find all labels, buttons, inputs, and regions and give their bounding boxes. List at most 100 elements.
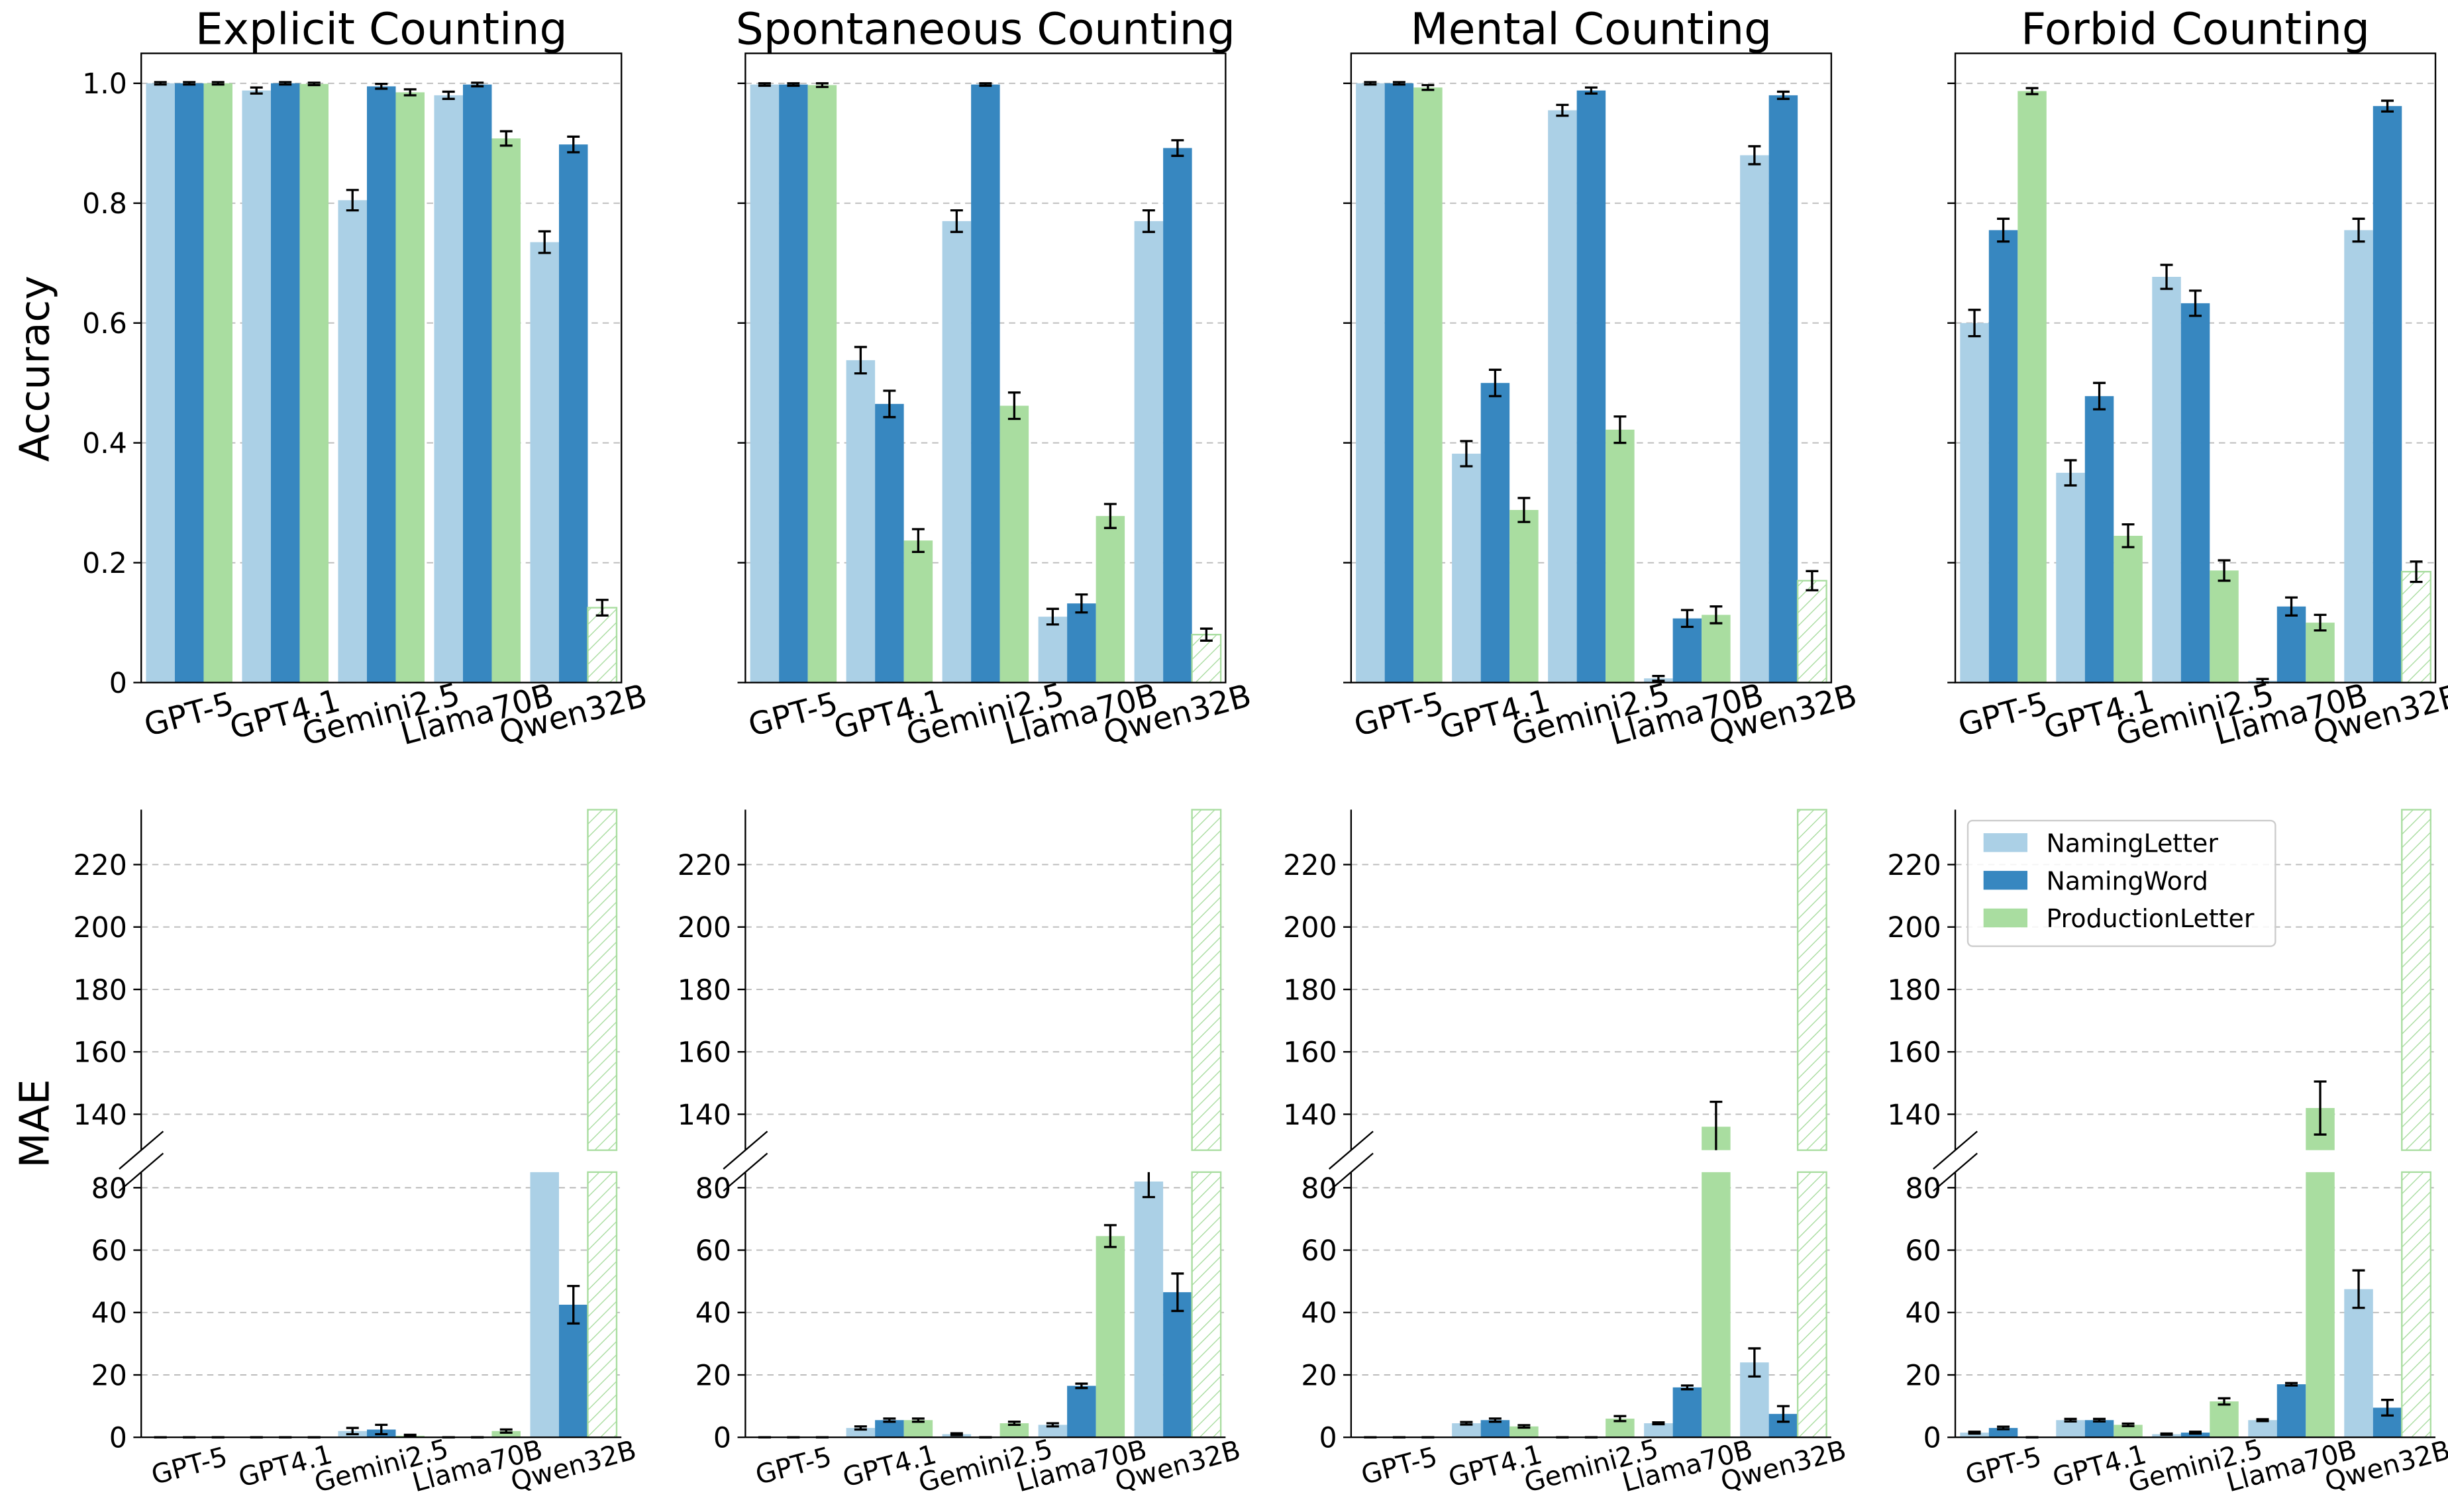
error-bar — [1007, 1421, 1021, 1427]
error-bar — [2189, 289, 2202, 317]
bar — [530, 1172, 559, 1438]
bar — [2056, 1420, 2085, 1438]
y-tick-label: 0 — [109, 667, 127, 700]
panel-title: Forbid Counting — [2021, 3, 2370, 54]
error-bar — [1488, 368, 1502, 397]
error-bar — [1680, 1384, 1694, 1391]
error-bar — [1584, 86, 1598, 95]
error-bar — [567, 135, 580, 154]
error-bar — [1997, 217, 2010, 243]
error-bar — [1748, 145, 1761, 166]
y-tick-label: 220 — [1887, 849, 1941, 882]
bar — [558, 144, 588, 683]
legend-label: NamingWord — [2046, 866, 2208, 895]
bar — [2114, 535, 2143, 683]
bar — [1452, 1423, 1481, 1438]
bar — [1134, 1181, 1164, 1438]
axis-break — [723, 1152, 768, 1192]
bar — [1644, 1423, 1673, 1438]
y-tick-label: 40 — [1905, 1297, 1941, 1330]
axis-break — [1328, 1152, 1374, 1192]
error-bar — [471, 81, 484, 87]
error-bar — [2025, 87, 2039, 95]
error-bar — [346, 189, 359, 212]
axes-frame — [1350, 52, 1833, 683]
error-bar — [1776, 90, 1790, 100]
error-bar — [1364, 81, 1377, 86]
bar — [1548, 110, 1577, 683]
y-tick-label: 160 — [1283, 1036, 1337, 1070]
bar — [1576, 90, 1606, 683]
bar — [491, 1431, 521, 1438]
y-tick-label: 0.4 — [82, 427, 127, 460]
error-bar — [1103, 1224, 1117, 1248]
bar — [338, 200, 367, 683]
bar — [146, 83, 175, 683]
error-bar — [2285, 596, 2298, 617]
bar — [2401, 809, 2431, 1438]
error-bar — [499, 1428, 513, 1434]
bar — [366, 86, 396, 683]
bar — [395, 92, 425, 683]
y-tick-label: 180 — [74, 974, 127, 1007]
bar — [807, 85, 837, 683]
bar — [1960, 323, 1989, 683]
legend-swatch — [1983, 908, 2028, 928]
bar — [2180, 303, 2210, 683]
bar — [462, 84, 492, 683]
axes-frame — [140, 52, 623, 683]
error-bar — [2381, 99, 2394, 113]
y-axis-label: Accuracy — [11, 276, 58, 462]
error-bar — [1652, 1421, 1665, 1426]
panel-title: Spontaneous Counting — [736, 3, 1235, 54]
bar — [750, 84, 780, 683]
bar — [434, 95, 463, 683]
y-tick-label: 20 — [695, 1359, 731, 1392]
error-bar — [911, 1417, 925, 1423]
y-tick-label: 0 — [1319, 1422, 1337, 1455]
error-bar — [538, 230, 551, 254]
error-bar — [1007, 391, 1021, 421]
y-tick-label: 160 — [1887, 1036, 1941, 1070]
error-bar — [2352, 1269, 2365, 1309]
error-bar — [442, 90, 455, 100]
y-tick-label: 0 — [1923, 1422, 1941, 1455]
error-bar — [2160, 264, 2173, 290]
bar — [999, 405, 1029, 683]
error-bar — [250, 86, 263, 95]
bar — [1096, 516, 1125, 683]
error-bar — [1046, 1422, 1059, 1428]
error-bar — [1488, 1417, 1502, 1423]
panel-title: Mental Counting — [1411, 3, 1772, 54]
y-tick-label: 140 — [74, 1099, 127, 1132]
axis-break — [1933, 1131, 1978, 1170]
error-bar — [2093, 381, 2106, 411]
bar — [1191, 809, 1222, 1438]
error-bar — [2352, 217, 2365, 243]
error-bar — [1460, 1421, 1473, 1426]
y-tick-label: 140 — [1887, 1099, 1941, 1132]
error-bar — [1046, 607, 1059, 626]
bar — [2180, 1433, 2210, 1438]
bar — [2372, 1407, 2402, 1438]
error-bar — [2381, 1399, 2394, 1417]
bar — [1384, 83, 1414, 683]
error-bar — [499, 130, 513, 147]
bar — [2248, 1420, 2277, 1438]
y-tick-label: 40 — [695, 1297, 731, 1330]
panel-title: Explicit Counting — [195, 3, 568, 54]
bar — [999, 1423, 1029, 1438]
y-tick-label: 200 — [1283, 911, 1337, 944]
error-bar — [1652, 675, 1665, 682]
y-tick-label: 160 — [678, 1036, 731, 1070]
error-bar — [1421, 83, 1435, 91]
bar — [2210, 1401, 2239, 1438]
bar — [1740, 1362, 1769, 1438]
legend-swatch — [1983, 870, 2028, 890]
bar — [903, 1420, 933, 1438]
axis-break — [119, 1152, 164, 1192]
error-bar — [595, 599, 609, 617]
bar — [242, 90, 271, 683]
bar — [1509, 510, 1539, 683]
